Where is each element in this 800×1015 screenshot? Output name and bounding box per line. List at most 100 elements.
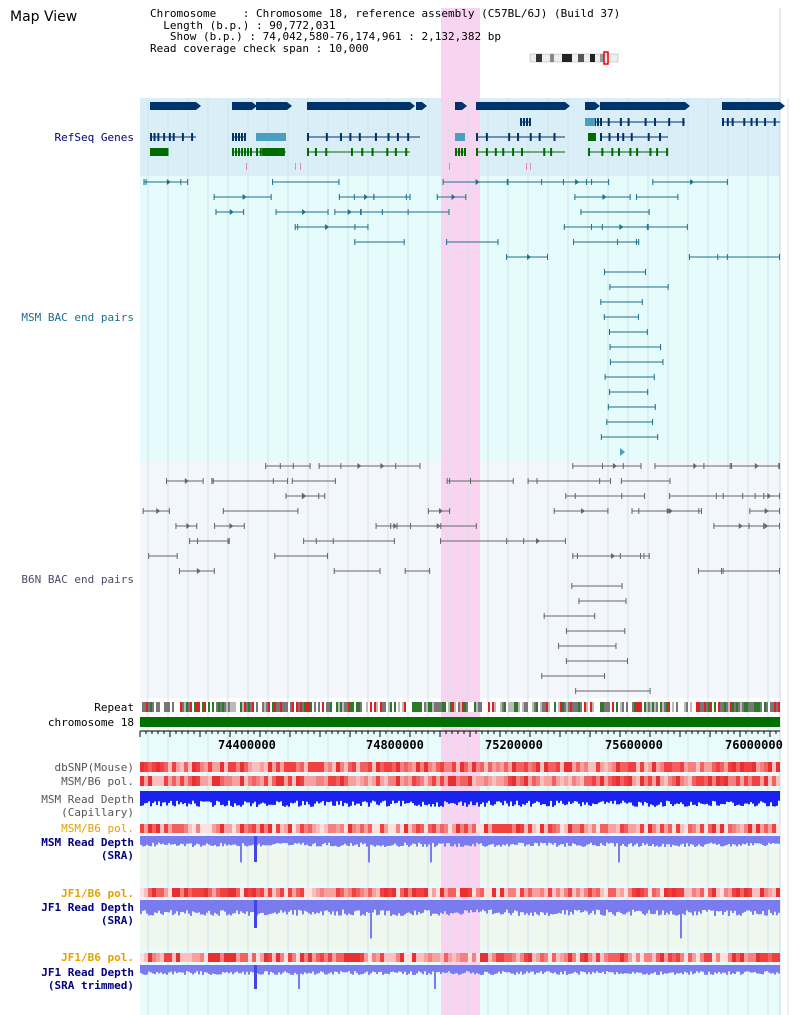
- repeat-cell: [500, 702, 502, 712]
- gene-exon: [649, 148, 652, 156]
- b6n-bac-label[interactable]: B6N BAC end pairs: [21, 573, 134, 586]
- repeat-cell: [444, 702, 446, 712]
- pair-end: [222, 508, 224, 514]
- depth-bar: [708, 791, 710, 806]
- heat-cell: [140, 824, 144, 833]
- depth-bar: [660, 791, 662, 803]
- pair-end: [635, 239, 637, 245]
- refseq-genes-label[interactable]: RefSeq Genes: [54, 131, 134, 144]
- depth-bar: [360, 791, 362, 806]
- pair-arrow: [738, 523, 743, 529]
- depth-bar: [302, 900, 304, 915]
- msm-bac-label[interactable]: MSM BAC end pairs: [21, 311, 134, 324]
- gene-exon: [764, 118, 767, 126]
- depth-bar: [350, 965, 352, 974]
- jf1-depth-trimmed-label-1[interactable]: JF1 Read Depth: [41, 966, 134, 979]
- depth-bar: [638, 836, 640, 847]
- repeat-cell: [608, 702, 610, 712]
- jf1-pol-trimmed-label[interactable]: JF1/B6 pol.: [61, 951, 134, 964]
- depth-bar: [200, 791, 202, 802]
- depth-bar: [286, 900, 288, 915]
- gene-block: [150, 148, 167, 156]
- msm-depth-sra-label-1[interactable]: MSM Read Depth: [41, 836, 134, 849]
- msm-depth-capillary-label-1[interactable]: MSM Read Depth: [41, 793, 134, 806]
- depth-bar: [686, 791, 688, 807]
- depth-bar: [196, 965, 198, 972]
- pair-end: [565, 658, 567, 664]
- depth-bar: [474, 900, 476, 913]
- pair-end: [213, 194, 215, 200]
- depth-bar: [746, 791, 748, 804]
- heat-cell: [304, 953, 308, 962]
- heat-cell: [308, 888, 312, 897]
- heat-cell: [384, 888, 388, 897]
- heat-cell: [504, 776, 508, 786]
- repeat-cell: [620, 702, 622, 712]
- depth-bar: [404, 900, 406, 915]
- depth-bar: [504, 836, 506, 846]
- depth-bar: [198, 900, 200, 913]
- repeat-cell: [532, 702, 534, 712]
- depth-bar: [474, 791, 476, 806]
- depth-bar: [712, 836, 714, 844]
- pair-end: [778, 463, 780, 469]
- msm-pol-label[interactable]: MSM/B6 pol.: [61, 775, 134, 788]
- depth-bar: [152, 791, 154, 804]
- depth-bar: [772, 836, 774, 843]
- msm-pol-sra-label[interactable]: MSM/B6 pol.: [61, 822, 134, 835]
- heat-cell: [744, 824, 748, 833]
- heat-cell: [748, 888, 752, 897]
- depth-bar: [352, 900, 354, 916]
- depth-bar: [176, 965, 178, 974]
- depth-bar: [650, 836, 652, 847]
- depth-bar: [666, 965, 668, 974]
- pair-end: [373, 194, 375, 200]
- heat-cell: [644, 888, 648, 897]
- msm-depth-capillary-label-2[interactable]: (Capillary): [61, 806, 134, 819]
- depth-bar: [208, 836, 210, 845]
- depth-bar: [730, 791, 732, 802]
- depth-bar: [588, 791, 590, 806]
- depth-bar: [584, 900, 586, 911]
- depth-bar: [308, 791, 310, 805]
- jf1-depth-trimmed-label-2[interactable]: (SRA trimmed): [47, 979, 134, 992]
- depth-bar: [766, 836, 768, 846]
- depth-bar: [694, 791, 696, 805]
- depth-bar: [312, 836, 314, 845]
- depth-bar: [568, 965, 570, 974]
- gene-exon: [386, 148, 389, 156]
- heat-cell: [648, 824, 652, 833]
- depth-bar: [352, 965, 354, 975]
- depth-bar: [450, 900, 452, 914]
- depth-bar: [468, 900, 470, 913]
- gene-exon: [543, 148, 546, 156]
- depth-bar: [192, 791, 194, 801]
- repeat-cell: [726, 702, 728, 712]
- depth-bar: [440, 900, 442, 913]
- pair-end: [553, 508, 555, 514]
- jf1-depth-sra-label-2[interactable]: (SRA): [100, 914, 134, 927]
- depth-bar: [482, 791, 484, 803]
- dbsnp-label[interactable]: dbSNP(Mouse): [54, 761, 134, 774]
- depth-bar: [634, 900, 636, 912]
- depth-bar: [576, 900, 578, 911]
- jf1-depth-sra-label-1[interactable]: JF1 Read Depth: [41, 901, 134, 914]
- jf1-pol-label[interactable]: JF1/B6 pol.: [61, 887, 134, 900]
- repeat-cell: [526, 702, 528, 712]
- gene-exon: [235, 133, 237, 141]
- depth-bar: [478, 900, 480, 913]
- repeat-cell: [770, 702, 772, 712]
- depth-bar: [586, 900, 588, 912]
- heat-cell: [632, 762, 636, 772]
- pair-end: [180, 179, 182, 185]
- msm-depth-sra-label-2[interactable]: (SRA): [100, 849, 134, 862]
- depth-bar: [328, 900, 330, 912]
- depth-bar: [314, 900, 316, 915]
- pair-end: [720, 568, 722, 574]
- depth-bar: [534, 965, 536, 975]
- depth-bar: [438, 791, 440, 807]
- heat-cell: [464, 953, 468, 962]
- depth-bar: [648, 900, 650, 911]
- heat-cell: [300, 776, 304, 786]
